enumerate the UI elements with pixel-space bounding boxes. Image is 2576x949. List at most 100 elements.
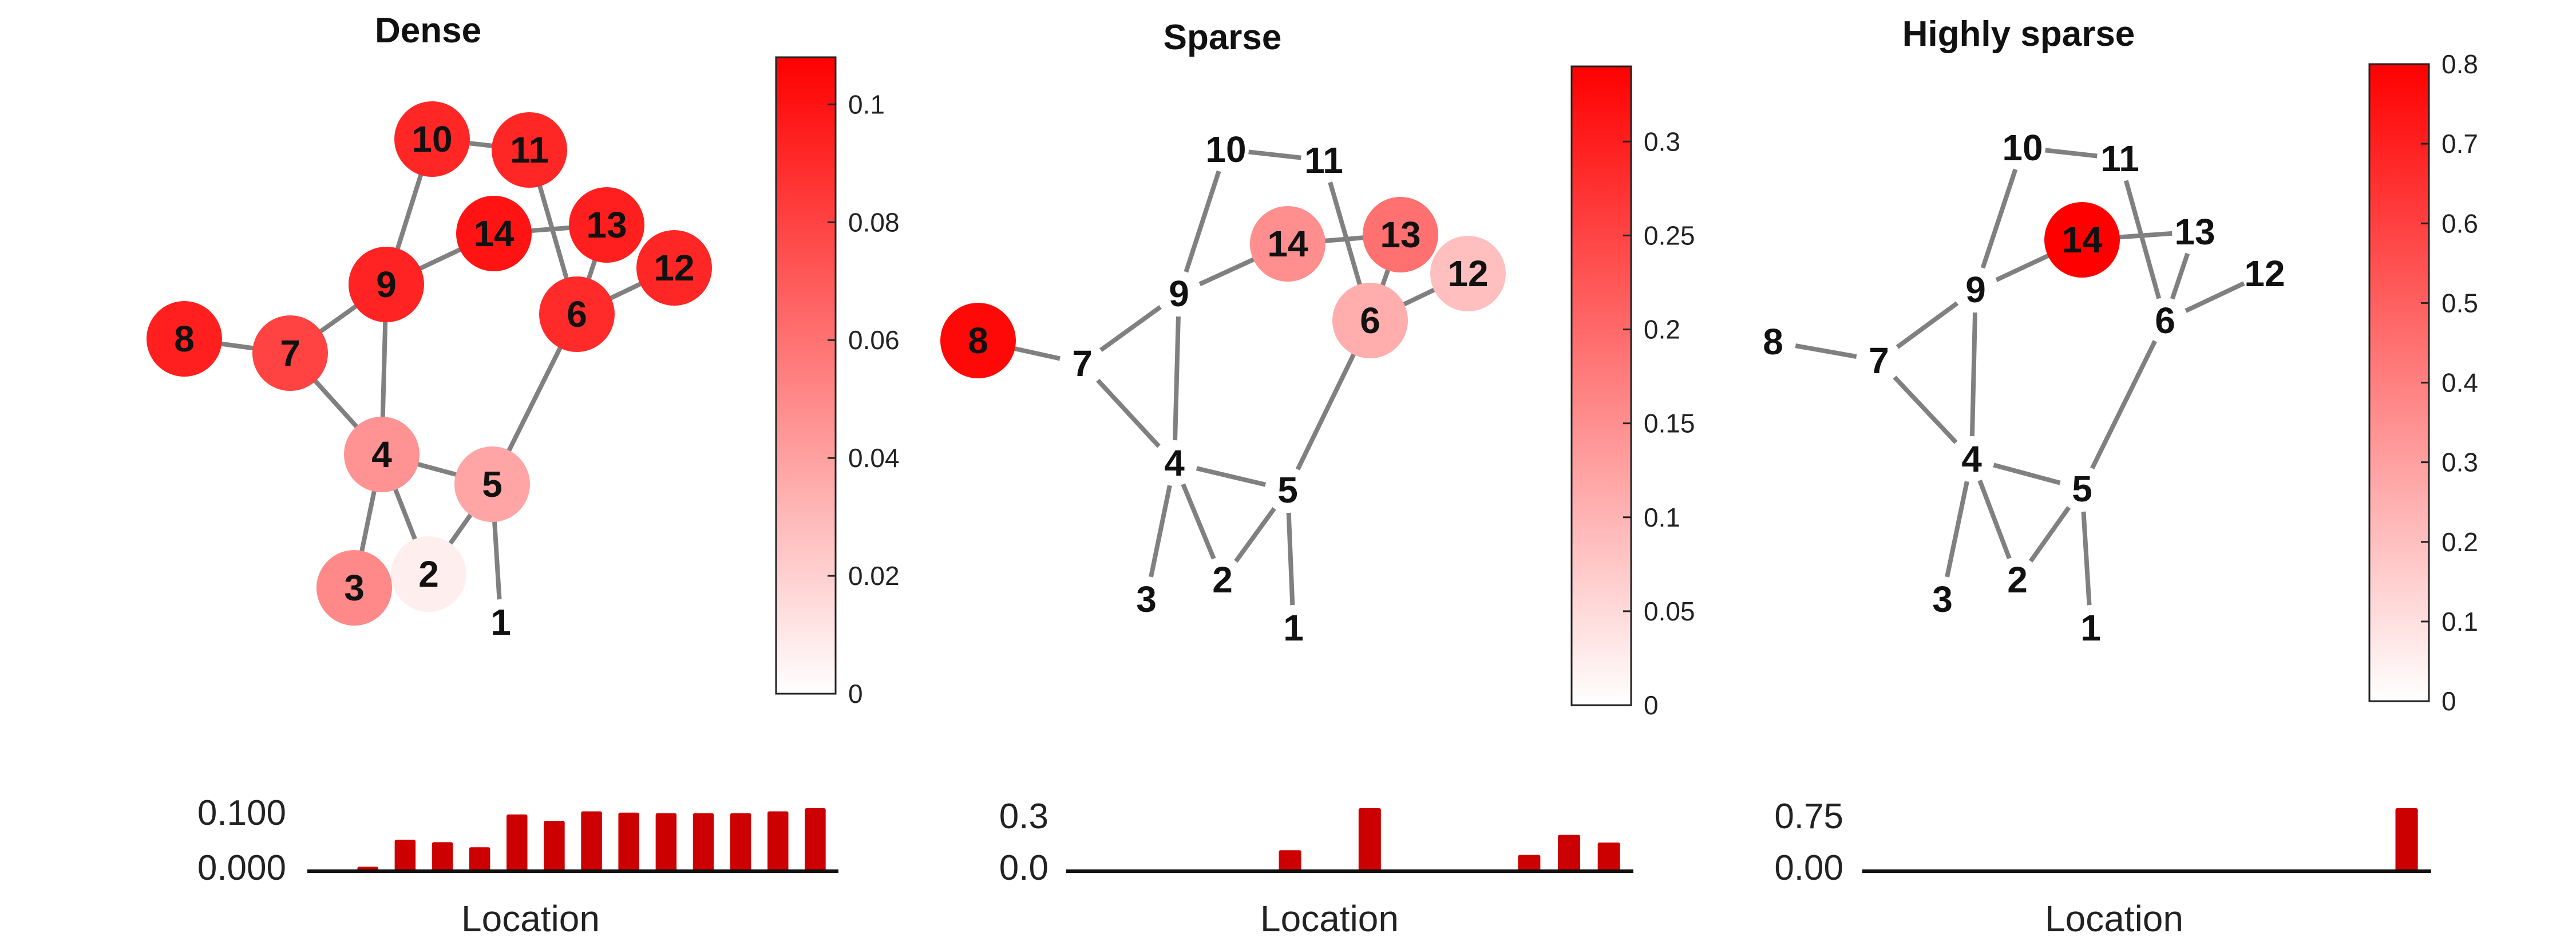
bar-x-label: Location xyxy=(2045,898,2183,939)
node-label: 5 xyxy=(1277,469,1298,511)
bar-location-14 xyxy=(805,808,826,871)
node-circle xyxy=(636,230,712,306)
node-label: 8 xyxy=(968,320,988,361)
node-circle xyxy=(2097,136,2143,181)
node-label: 7 xyxy=(1072,343,1093,384)
node-label: 13 xyxy=(1380,214,1420,255)
node-10: 10 xyxy=(394,101,470,177)
edge-5-1 xyxy=(2080,488,2093,628)
node-circle xyxy=(349,247,424,322)
node-10: 10 xyxy=(2000,125,2045,171)
bar-location-13 xyxy=(1558,835,1581,871)
bar-location-9 xyxy=(618,812,639,871)
colorbar: 0 0.1 0.2 0.3 0.4 0.5 0.6 0.7 0.8 xyxy=(2368,49,2478,716)
panel-title: Dense xyxy=(375,11,481,50)
node-6: 6 xyxy=(1332,283,1408,358)
node-label: 10 xyxy=(1205,129,1246,170)
node-circle xyxy=(2044,202,2120,278)
colorbar-tick-label: 0.02 xyxy=(848,561,900,591)
node-5: 5 xyxy=(1265,467,1311,513)
node-11: 11 xyxy=(1301,137,1347,183)
node-label: 14 xyxy=(2061,219,2103,260)
node-circle xyxy=(391,536,466,612)
node-12: 12 xyxy=(2242,251,2288,296)
location-bar-chart: 0.3 0.0 Location xyxy=(999,797,1633,939)
node-label: 1 xyxy=(1283,607,1304,649)
bar-y-tick-top: 0.3 xyxy=(999,797,1048,836)
colorbar-tick-label: 0.15 xyxy=(1644,409,1695,438)
node-11: 11 xyxy=(492,112,567,188)
node-11: 11 xyxy=(2097,136,2143,181)
node-label: 2 xyxy=(2007,559,2028,600)
bar-location-8 xyxy=(581,811,602,871)
bar-location-14 xyxy=(2395,808,2418,871)
node-circle xyxy=(394,101,470,177)
node-1: 1 xyxy=(478,599,524,645)
panel-title: Sparse xyxy=(1164,18,1282,57)
node-9: 9 xyxy=(1953,267,1999,313)
node-circle xyxy=(1332,283,1408,358)
colorbar-gradient xyxy=(2368,63,2430,702)
node-4: 4 xyxy=(1152,440,1197,486)
node-label: 3 xyxy=(1932,579,1953,620)
node-circle xyxy=(1152,440,1197,486)
node-circle xyxy=(1856,338,1902,383)
node-14: 14 xyxy=(456,196,532,271)
colorbar-tick-label: 0.25 xyxy=(1644,220,1695,250)
node-circle xyxy=(1953,267,1999,313)
node-label: 2 xyxy=(418,553,439,595)
node-circle xyxy=(1156,271,1202,317)
node-9: 9 xyxy=(1156,271,1202,317)
colorbar-tick-label: 0.3 xyxy=(1644,126,1680,156)
node-5: 5 xyxy=(2059,466,2105,512)
node-12: 12 xyxy=(1430,236,1506,311)
node-circle xyxy=(1123,576,1169,622)
colorbar-tick-label: 0.2 xyxy=(2442,527,2478,557)
node-10: 10 xyxy=(1203,126,1249,172)
node-6: 6 xyxy=(2142,298,2188,343)
node-label: 8 xyxy=(174,318,195,359)
colorbar: 0 0.02 0.04 0.06 0.08 0.1 xyxy=(775,56,900,709)
node-7: 7 xyxy=(1856,338,1902,383)
node-label: 14 xyxy=(473,213,515,254)
node-3: 3 xyxy=(1123,576,1169,622)
colorbar-tick-label: 0.4 xyxy=(2442,368,2478,398)
node-2: 2 xyxy=(1995,557,2040,603)
node-14: 14 xyxy=(1250,206,1325,282)
colorbar-tick-label: 0.1 xyxy=(1644,503,1680,532)
bar-location-6 xyxy=(1279,850,1301,871)
edge-9-4 xyxy=(1172,293,1181,464)
node-1: 1 xyxy=(2068,605,2114,651)
bar-x-label: Location xyxy=(1260,898,1399,939)
edge-5-1 xyxy=(1285,489,1296,628)
bar-location-12 xyxy=(1518,855,1541,871)
node-label: 11 xyxy=(2100,138,2139,179)
edge-4-3 xyxy=(1144,462,1177,600)
colorbar-tick-label: 0.08 xyxy=(848,207,900,237)
colorbar-tick-label: 0.7 xyxy=(2442,129,2478,159)
bar-x-label: Location xyxy=(461,898,600,939)
node-circle xyxy=(569,187,644,263)
bar-y-tick-top: 0.100 xyxy=(197,793,286,833)
node-circle xyxy=(316,550,392,626)
node-13: 13 xyxy=(2172,209,2218,255)
node-circle xyxy=(2000,125,2045,171)
node-3: 3 xyxy=(316,550,392,626)
node-circle xyxy=(1200,557,1245,603)
node-circle xyxy=(454,446,530,522)
node-label: 12 xyxy=(654,247,694,288)
location-bar-chart: 0.75 0.00 Location xyxy=(1774,797,2431,939)
node-circle xyxy=(2142,298,2188,343)
node-circle xyxy=(1059,341,1105,386)
node-label: 10 xyxy=(411,118,452,160)
node-circle xyxy=(1265,467,1311,513)
node-circle xyxy=(940,303,1016,378)
node-4: 4 xyxy=(1949,436,1995,482)
node-label: 8 xyxy=(1763,321,1783,362)
node-label: 13 xyxy=(2174,211,2215,252)
node-8: 8 xyxy=(147,301,222,377)
node-2: 2 xyxy=(1200,557,1245,603)
bar-location-7 xyxy=(544,821,565,871)
